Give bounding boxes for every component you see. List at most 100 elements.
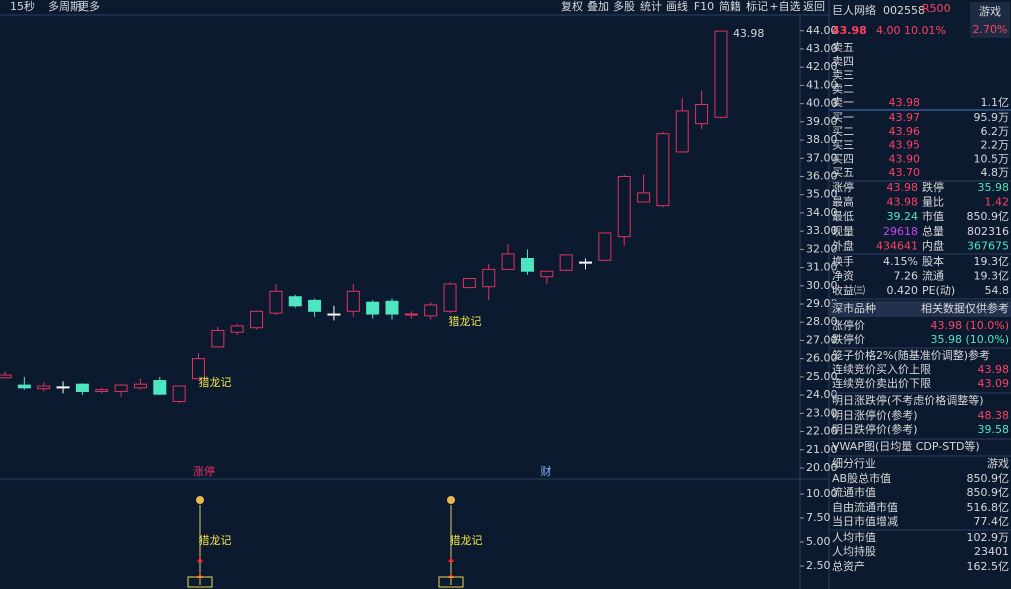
toolbar-button[interactable]: +自选	[769, 0, 800, 13]
stat-label: 总量	[922, 224, 944, 238]
candle-body	[56, 386, 70, 389]
candle-body	[17, 384, 31, 389]
toolbar-button[interactable]: F10	[694, 0, 714, 13]
stat-label: 外盘	[832, 238, 854, 252]
stat-value: 54.8	[985, 284, 1010, 297]
info-label: 细分行业	[832, 457, 876, 470]
candle-body	[346, 290, 360, 312]
book-volume: 2.2万	[981, 139, 1010, 152]
candle-body	[482, 268, 496, 288]
info-label: 自由流通市值	[832, 500, 898, 514]
stat-value: 0.420	[887, 284, 919, 297]
signal-box	[187, 576, 213, 588]
candle-body	[0, 374, 12, 379]
y-tick-label: 42.00	[806, 60, 838, 73]
info-label: 明日涨停价(参考)	[832, 408, 918, 422]
toolbar-button[interactable]: 返回	[803, 0, 825, 13]
book-label: 卖一	[832, 96, 854, 109]
stat-label: 最低	[832, 210, 854, 223]
candle-body	[540, 270, 554, 278]
candle-body	[95, 389, 109, 392]
y-tick-label: 20.00	[806, 461, 838, 474]
candle-body	[288, 296, 302, 307]
candle-body	[501, 253, 515, 270]
sector-pct: 2.70%	[973, 23, 1008, 36]
stat-value: 367675	[967, 239, 1009, 252]
y-tick-label: 37.00	[806, 151, 838, 164]
change: 4.00	[876, 24, 901, 37]
stat-value: 43.98	[887, 181, 919, 194]
book-volume: 10.5万	[974, 152, 1010, 165]
info-label: 连续竞价买入价上限	[832, 362, 931, 376]
candle-body	[443, 283, 457, 312]
stat-label: 量比	[922, 196, 944, 209]
toolbar-button[interactable]: 多周期	[48, 0, 81, 13]
y2-tick-label: 5.00	[806, 535, 831, 548]
candle-body	[250, 310, 264, 329]
candle-body	[598, 232, 612, 261]
candle-body	[269, 290, 283, 314]
candle-body	[520, 257, 534, 272]
y-tick-label: 40.00	[806, 97, 838, 110]
toolbar-button[interactable]: 复权	[561, 0, 583, 13]
y-tick-label: 29.00	[806, 297, 838, 310]
book-label: 卖五	[832, 41, 854, 54]
info-value: 48.38	[978, 409, 1010, 422]
book-price: 43.90	[889, 152, 921, 165]
y-tick-label: 22.00	[806, 425, 838, 438]
sector-box	[970, 2, 1010, 38]
candle-body	[695, 104, 709, 125]
stat-value: 7.26	[894, 270, 919, 283]
sector-name: 游戏	[979, 5, 1001, 18]
stat-value: 1.42	[985, 196, 1010, 209]
y-tick-label: 39.00	[806, 115, 838, 128]
stock-tag: R500	[922, 2, 951, 15]
candle-body	[230, 325, 244, 333]
info-label: 明日涨跌停(不考虑价格调整等)	[832, 393, 984, 407]
book-label: 买二	[832, 125, 854, 138]
toolbar-button[interactable]: 多股	[613, 0, 635, 13]
candle-body	[404, 313, 418, 316]
toolbar-button[interactable]: 叠加	[587, 0, 609, 13]
book-label: 买五	[832, 166, 854, 179]
info-value: 游戏	[987, 457, 1009, 470]
book-price: 43.95	[889, 139, 921, 152]
stat-label: PE(动)	[922, 284, 955, 297]
book-volume: 6.2万	[981, 125, 1010, 138]
annotation: 猎龙记	[449, 314, 482, 328]
stat-label: 股本	[922, 254, 944, 268]
info-label: 总资产	[832, 559, 865, 573]
price: 43.98	[832, 24, 867, 37]
toolbar-button[interactable]: 更多	[78, 0, 100, 13]
toolbar-button[interactable]: 标记	[746, 0, 768, 13]
candle-body	[37, 385, 51, 390]
stat-value: 4.15%	[883, 255, 918, 268]
book-price: 43.96	[889, 125, 921, 138]
candle-body	[75, 383, 89, 392]
info-value: 43.98	[978, 363, 1010, 376]
info-label: VWAP图(日均量 CDP-STD等)	[832, 439, 980, 453]
stat-label: 涨停	[832, 180, 854, 194]
toolbar-button[interactable]: 简籍	[719, 0, 741, 13]
info-label: 人均持股	[832, 544, 876, 558]
y-tick-label: 36.00	[806, 169, 838, 182]
book-price: 43.97	[889, 111, 921, 124]
toolbar-button[interactable]: 画线	[666, 0, 688, 13]
info-label: 连续竞价卖出价下限	[832, 376, 931, 390]
y-tick-label: 25.00	[806, 370, 838, 383]
stat-value: 19.3亿	[974, 270, 1010, 283]
y2-tick-label: 10.00	[806, 487, 838, 500]
candle-body	[153, 380, 167, 395]
candle-body	[211, 329, 225, 348]
book-price: 43.98	[889, 96, 921, 109]
signal-box	[438, 576, 464, 588]
stat-value: 434641	[876, 239, 918, 252]
section-title: 深市品种	[832, 301, 876, 315]
info-value: 35.98 (10.0%)	[930, 333, 1009, 346]
toolbar-button[interactable]: 15秒	[10, 0, 35, 13]
y-tick-label: 30.00	[806, 279, 838, 292]
stat-label: 收益㈢	[832, 283, 865, 297]
candle-body	[424, 304, 438, 317]
toolbar-button[interactable]: 统计	[640, 0, 662, 13]
